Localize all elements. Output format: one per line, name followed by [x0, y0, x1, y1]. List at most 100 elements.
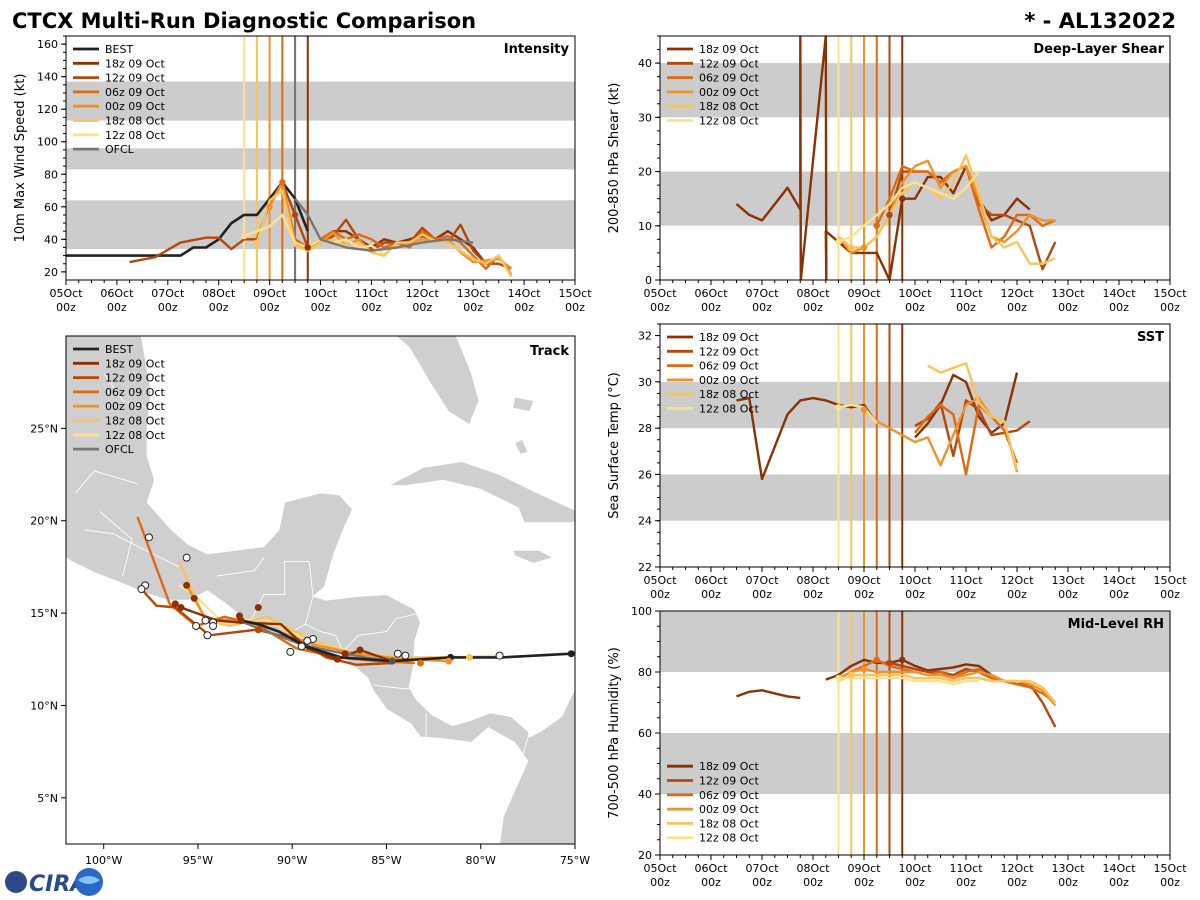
sst-xtick-sublabel: 00z [1160, 588, 1180, 601]
rh-xtick-label: 14Oct [1102, 862, 1136, 875]
rh-xtick-sublabel: 00z [1058, 876, 1078, 889]
rh-legend-label-06z-09-oct: 06z 09 Oct [699, 789, 759, 802]
intensity-xtick-label: 12Oct [406, 287, 440, 300]
track-point-0 [567, 650, 575, 658]
border-honduras-nicaragua [342, 612, 421, 653]
track-point-2 [388, 657, 396, 665]
sst-ytick-label: 24 [638, 515, 652, 528]
intensity-xtick-sublabel: 00z [565, 301, 585, 314]
sst-xtick-sublabel: 00z [1058, 588, 1078, 601]
intensity-series-12z-08-oct [243, 213, 385, 256]
rh-band-0 [660, 733, 1170, 794]
shear-xtick-sublabel: 00z [854, 301, 874, 314]
sst-xtick-sublabel: 00z [803, 588, 823, 601]
rh-init-lines [837, 611, 904, 855]
border-state-1 [103, 372, 157, 411]
intensity-init-marker-18z-09-oct [304, 244, 311, 251]
intensity-legend-label-18z-08-oct: 18z 08 Oct [105, 115, 165, 128]
track-legend-label-best: BEST [105, 343, 133, 356]
sst-xtick-sublabel: 00z [854, 588, 874, 601]
border-honduras-elsalvador [305, 623, 344, 653]
border-panama-colombia [521, 731, 531, 758]
track-series-best [241, 619, 572, 663]
rh-xtick-label: 08Oct [796, 862, 830, 875]
intensity-series [66, 179, 513, 278]
shear-series [735, 36, 1057, 280]
track-land-jamaica [512, 549, 554, 564]
rh-xtick-sublabel: 00z [854, 876, 874, 889]
shear-xtick-sublabel: 00z [650, 301, 670, 314]
shear-panel: 01020304005Oct00z06Oct00z07Oct00z08Oct00… [607, 35, 1187, 314]
rh-xtick-sublabel: 00z [701, 876, 721, 889]
sst-xtick-label: 06Oct [694, 574, 728, 587]
shear-xtick-sublabel: 00z [1007, 301, 1027, 314]
intensity-series-12z-09-oct [129, 181, 512, 270]
rh-xtick-label: 10Oct [898, 862, 932, 875]
track-xtick-label: 100°W [85, 854, 122, 867]
track-panel: 100°W 95°W 90°W 85°W 80°W 75°W 5°N 10°N 15°N 20°N… [30, 335, 590, 867]
rh-init-marker-12z-09-oct [886, 659, 893, 667]
shear-xtick-label: 11Oct [949, 287, 983, 300]
rh-xtick-label: 05Oct [643, 862, 677, 875]
intensity-xtick-sublabel: 00z [209, 301, 229, 314]
track-ytick-label: 5°N [37, 792, 58, 805]
intensity-xtick-label: 09Oct [253, 287, 287, 300]
track-point-6 [254, 604, 262, 612]
sst-init-lines [837, 324, 904, 567]
track-legend-label-18z-09-oct: 18z 09 Oct [105, 357, 165, 370]
sst-legend-label-12z-08-oct: 12z 08 Oct [699, 403, 759, 416]
intensity-legend-label-12z-09-oct: 12z 09 Oct [105, 72, 165, 85]
shear-legend-label-00z-09-oct: 00z 09 Oct [699, 86, 759, 99]
track-point-26 [203, 631, 212, 640]
rh-xtick-label: 13Oct [1051, 862, 1085, 875]
track-point-23 [286, 647, 295, 656]
intensity-xtick-sublabel: 00z [362, 301, 382, 314]
rh-series-12z-08-oct [838, 676, 979, 686]
track-ytick-label: 25°N [30, 422, 58, 435]
shear-xtick-sublabel: 00z [905, 301, 925, 314]
sst-band-1 [660, 381, 1170, 429]
rh-legend-label-18z-09-oct: 18z 09 Oct [699, 760, 759, 773]
cira-logo: CIRA [5, 868, 103, 897]
intensity-xtick-label: 08Oct [202, 287, 236, 300]
shear-ytick-label: 20 [638, 166, 652, 179]
shear-series-18z-08-oct [837, 154, 1056, 265]
sst-xtick-sublabel: 00z [752, 588, 772, 601]
shear-xtick-sublabel: 00z [752, 301, 772, 314]
track-series-ofcl [242, 621, 393, 663]
sst-legend-label-06z-09-oct: 06z 09 Oct [699, 360, 759, 373]
track-legend-label-12z-08-oct: 12z 08 Oct [105, 429, 165, 442]
track-frame [65, 335, 576, 845]
rh-xtick-sublabel: 00z [1109, 876, 1129, 889]
shear-init-lines [837, 36, 904, 280]
track-point-3 [356, 646, 364, 654]
sst-legend-label-18z-08-oct: 18z 08 Oct [699, 388, 759, 401]
intensity-xtick-sublabel: 00z [158, 301, 178, 314]
rh-ytick-label: 40 [638, 788, 652, 801]
sst-ytick-label: 22 [638, 561, 652, 574]
sst-xtick-sublabel: 00z [1007, 588, 1027, 601]
sst-series-06z-09-oct [914, 403, 1019, 476]
sst-series-12z-08-oct [838, 403, 878, 425]
sst-ylabel: Sea Surface Temp (°C) [607, 372, 622, 519]
intensity-xtick-sublabel: 00z [514, 301, 534, 314]
shear-xtick-label: 05Oct [643, 287, 677, 300]
track-point-15 [445, 657, 453, 665]
rh-ytick-label: 100 [631, 605, 652, 618]
shear-legend-label-06z-09-oct: 06z 09 Oct [699, 72, 759, 85]
shear-init-marker-12z-09-oct [886, 211, 893, 219]
shear-xtick-sublabel: 00z [701, 301, 721, 314]
sst-init-marker-12z-08-oct [835, 404, 842, 411]
shear-init-marker-12z-08-oct [835, 238, 842, 246]
track-point-14 [416, 659, 424, 667]
rh-panel: 2040608010005Oct00z06Oct00z07Oct00z08Oct… [607, 605, 1187, 889]
track-series-18z-09-oct [180, 606, 393, 663]
rh-xtick-label: 11Oct [949, 862, 983, 875]
track-point-27 [192, 622, 201, 631]
track-point-17 [495, 651, 504, 660]
shear-init-marker-06z-09-oct [873, 222, 880, 229]
